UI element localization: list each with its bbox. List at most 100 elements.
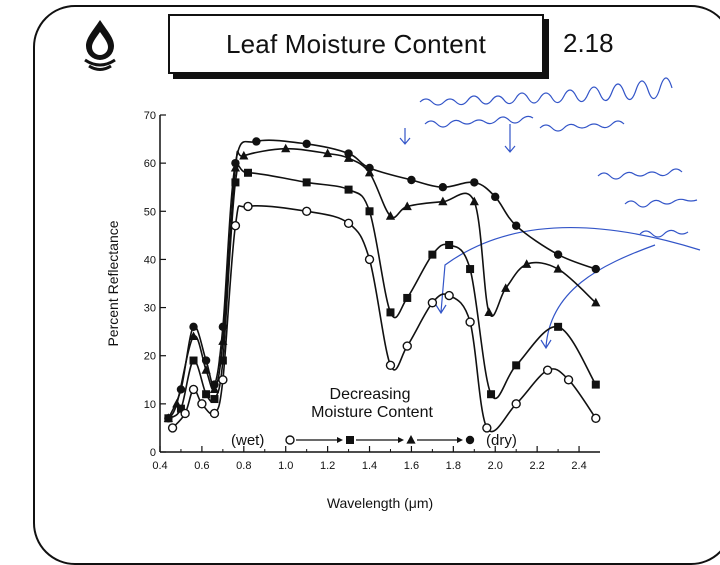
data-point-open-circle xyxy=(542,365,553,375)
y-tick-label: 20 xyxy=(144,351,156,363)
data-point-filled-circle xyxy=(252,137,261,146)
data-point-open-circle xyxy=(180,408,190,419)
data-point-open-circle xyxy=(230,221,241,231)
data-point-triangle xyxy=(343,153,354,162)
data-point-square xyxy=(403,293,412,302)
data-point-triangle xyxy=(323,148,333,158)
x-tick-label: 2.2 xyxy=(529,460,544,472)
y-tick-label: 40 xyxy=(144,254,156,266)
data-point-open-circle xyxy=(364,254,375,265)
data-point-square xyxy=(554,322,563,331)
x-tick-label: 1.8 xyxy=(446,460,461,472)
data-point-square xyxy=(591,380,600,389)
data-point-triangle xyxy=(188,331,199,341)
series-line-triangle xyxy=(167,147,597,419)
data-point-square xyxy=(365,207,374,216)
series-triangle xyxy=(163,143,601,422)
data-point-open-circle xyxy=(343,218,354,229)
data-point-open-circle xyxy=(427,298,438,308)
data-point-filled-circle xyxy=(491,192,500,202)
water-drop-icon xyxy=(84,20,116,71)
data-point-filled-circle xyxy=(591,264,601,274)
chart-series xyxy=(163,137,601,433)
data-point-square xyxy=(176,404,185,413)
data-point-triangle xyxy=(553,264,563,273)
data-point-triangle xyxy=(501,283,511,292)
data-point-square xyxy=(202,390,211,399)
data-point-open-circle xyxy=(243,201,253,212)
data-point-filled-circle xyxy=(470,178,479,187)
data-point-open-circle xyxy=(209,408,220,419)
legend-wet-label: (wet) xyxy=(231,432,264,449)
y-tick-label: 0 xyxy=(150,447,156,459)
data-point-open-circle xyxy=(511,399,521,409)
x-tick-label: 1.2 xyxy=(320,460,335,472)
data-point-open-circle xyxy=(197,399,207,409)
data-point-open-circle xyxy=(444,290,454,301)
x-tick-label: 2.4 xyxy=(571,460,586,472)
series-square xyxy=(164,164,600,423)
data-point-square xyxy=(164,414,173,423)
data-point-open-circle xyxy=(563,375,574,385)
data-point-open-circle xyxy=(167,423,178,433)
data-point-filled-circle xyxy=(302,139,311,149)
legend-marker-square xyxy=(346,436,354,444)
slide: Leaf Moisture Content 2.18 0 10 20 30 40 50 60… xyxy=(33,5,720,565)
x-tick-label: 1.4 xyxy=(362,460,377,472)
reflectance-chart: 0 10 20 30 40 50 60 70 0.4 0.6 0.8 1.0 1.2 1.4 1.6 1.8 2… xyxy=(105,77,701,511)
slide-title: Leaf Moisture Content xyxy=(225,28,486,59)
chart-axes: 0 10 20 30 40 50 60 70 0.4 0.6 0.8 1.0 1.2 1.4 1.6 1.8 2… xyxy=(105,110,600,511)
legend-arrow-head xyxy=(457,437,463,443)
data-point-square xyxy=(189,356,198,365)
data-point-open-circle xyxy=(385,360,396,371)
legend-marker-triangle xyxy=(406,435,416,444)
data-point-open-circle xyxy=(482,423,492,433)
data-point-triangle xyxy=(239,150,249,160)
series-open-circle xyxy=(167,201,601,433)
y-tick-label: 60 xyxy=(144,158,156,170)
y-tick-label: 30 xyxy=(144,303,156,315)
annotation-line-2: Moisture Content xyxy=(311,404,433,421)
data-point-open-circle xyxy=(465,317,475,327)
data-point-open-circle xyxy=(188,384,199,395)
x-tick-label: 2.0 xyxy=(488,460,503,472)
data-point-square xyxy=(302,178,311,187)
data-point-triangle xyxy=(281,143,291,153)
data-point-triangle xyxy=(385,211,396,220)
data-point-triangle xyxy=(469,196,479,206)
x-axis-title: Wavelength (μm) xyxy=(327,495,433,511)
data-point-triangle xyxy=(591,297,601,307)
data-point-square xyxy=(428,250,437,259)
legend-marker-open-circle xyxy=(285,435,295,445)
data-point-filled-circle xyxy=(189,322,198,332)
data-point-open-circle xyxy=(591,413,601,423)
data-point-triangle xyxy=(522,259,532,268)
data-point-square xyxy=(244,168,252,177)
legend-dry-label: (dry) xyxy=(486,432,517,449)
data-point-square xyxy=(386,308,395,317)
data-point-square xyxy=(218,356,227,365)
data-point-square xyxy=(210,395,219,404)
data-point-open-circle xyxy=(402,341,412,351)
y-tick-label: 70 xyxy=(144,110,156,122)
data-point-triangle xyxy=(484,307,494,316)
data-point-open-circle xyxy=(301,206,312,216)
annotation-line-1: Decreasing xyxy=(330,386,411,403)
y-axis-title: Percent Reflectance xyxy=(105,220,121,346)
y-tick-label: 10 xyxy=(144,399,156,411)
legend-arrow-head xyxy=(398,437,404,443)
handwritten-notes xyxy=(399,77,701,350)
x-tick-label: 0.6 xyxy=(194,460,209,472)
data-point-filled-circle xyxy=(407,175,416,185)
data-point-square xyxy=(487,390,496,399)
data-point-triangle xyxy=(438,196,448,206)
data-point-triangle xyxy=(201,365,211,374)
legend-arrow-head xyxy=(337,437,343,443)
data-point-square xyxy=(445,240,454,249)
data-point-triangle xyxy=(402,201,412,211)
y-tick-label: 50 xyxy=(144,206,156,218)
title-box: Leaf Moisture Content xyxy=(168,14,544,74)
x-tick-label: 0.4 xyxy=(152,460,167,472)
x-tick-label: 0.8 xyxy=(236,460,251,472)
